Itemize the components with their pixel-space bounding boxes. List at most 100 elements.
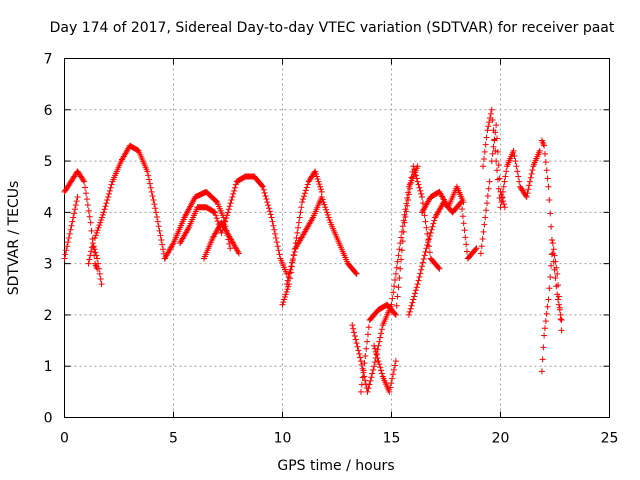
data-point — [489, 150, 496, 157]
data-point — [289, 256, 296, 263]
data-point — [153, 209, 160, 216]
data-point — [544, 303, 551, 310]
data-point — [427, 229, 434, 236]
data-point — [419, 193, 426, 200]
data-point — [495, 162, 502, 169]
data-point — [463, 241, 470, 248]
data-point — [72, 202, 79, 209]
axis-ticks: 0 5 10 15 20 25 0 1 2 3 4 5 6 7 — [44, 52, 619, 447]
data-point — [357, 354, 364, 361]
data-point — [459, 206, 466, 213]
data-point — [516, 178, 523, 185]
data-point — [91, 246, 98, 253]
data-point — [494, 167, 501, 174]
data-point — [349, 322, 356, 329]
data-point — [500, 198, 507, 205]
data-point — [369, 370, 376, 377]
data-point — [543, 167, 550, 174]
data-point — [146, 176, 153, 183]
data-point — [367, 377, 374, 384]
series-trace-c — [85, 240, 105, 288]
data-point — [500, 201, 507, 208]
data-point — [555, 296, 562, 303]
data-point — [490, 143, 497, 150]
data-point — [92, 249, 99, 256]
data-point — [375, 358, 382, 365]
data-point — [497, 188, 504, 195]
data-point — [263, 196, 270, 203]
data-point — [472, 246, 479, 253]
data-point — [218, 229, 225, 236]
data-point — [67, 226, 74, 233]
data-point — [105, 190, 112, 197]
data-point — [260, 186, 267, 193]
data-point — [460, 220, 467, 227]
data-point — [377, 334, 384, 341]
data-point — [262, 192, 269, 199]
data-point — [224, 212, 231, 219]
data-point — [542, 318, 549, 325]
data-point — [88, 248, 95, 255]
data-point — [415, 181, 422, 188]
data-point — [417, 187, 424, 194]
data-point — [283, 281, 290, 288]
data-point — [156, 227, 163, 234]
data-point — [318, 188, 325, 195]
data-point — [85, 260, 92, 267]
data-point — [213, 215, 220, 222]
series-trace-k — [357, 163, 443, 395]
data-point — [265, 202, 272, 209]
data-point — [395, 252, 402, 259]
data-point — [546, 285, 553, 292]
data-point — [558, 327, 565, 334]
data-point — [410, 163, 417, 170]
data-point — [557, 316, 564, 323]
data-point — [554, 270, 561, 277]
series-trace-l — [371, 342, 399, 395]
data-point — [411, 293, 418, 300]
x-tick-label: 0 — [60, 431, 69, 447]
data-point — [402, 213, 409, 220]
data-point — [319, 196, 326, 203]
data-point — [390, 371, 397, 378]
data-point — [417, 270, 424, 277]
data-point — [61, 255, 68, 262]
data-point — [393, 264, 400, 271]
data-point — [410, 296, 417, 303]
data-point — [74, 193, 81, 200]
data-point — [313, 170, 320, 177]
plot-frame — [64, 58, 610, 418]
data-point — [416, 184, 423, 191]
y-tick-label: 2 — [44, 308, 53, 324]
data-point — [378, 326, 385, 333]
data-point — [259, 182, 266, 189]
data-point — [95, 265, 102, 272]
data-point — [152, 205, 159, 212]
data-point — [378, 370, 385, 377]
data-point — [97, 219, 104, 226]
data-point — [158, 237, 165, 244]
data-point — [551, 252, 558, 259]
data-point — [359, 374, 366, 381]
data-point — [473, 245, 480, 252]
data-point — [421, 252, 428, 259]
data-point — [515, 173, 522, 180]
data-point — [326, 217, 333, 224]
data-point — [371, 342, 378, 349]
data-point — [266, 208, 273, 215]
data-point — [362, 352, 369, 359]
data-point — [549, 240, 556, 247]
data-point — [300, 196, 307, 203]
y-tick-label: 7 — [44, 52, 53, 68]
data-point — [547, 273, 554, 280]
data-point — [318, 193, 325, 200]
data-point — [420, 256, 427, 263]
data-point — [408, 174, 415, 181]
data-point — [403, 208, 410, 215]
data-point — [424, 242, 431, 249]
y-tick-label: 3 — [44, 257, 53, 273]
data-point — [366, 381, 373, 388]
data-point — [501, 178, 508, 185]
data-point — [419, 259, 426, 266]
data-point — [525, 186, 532, 193]
